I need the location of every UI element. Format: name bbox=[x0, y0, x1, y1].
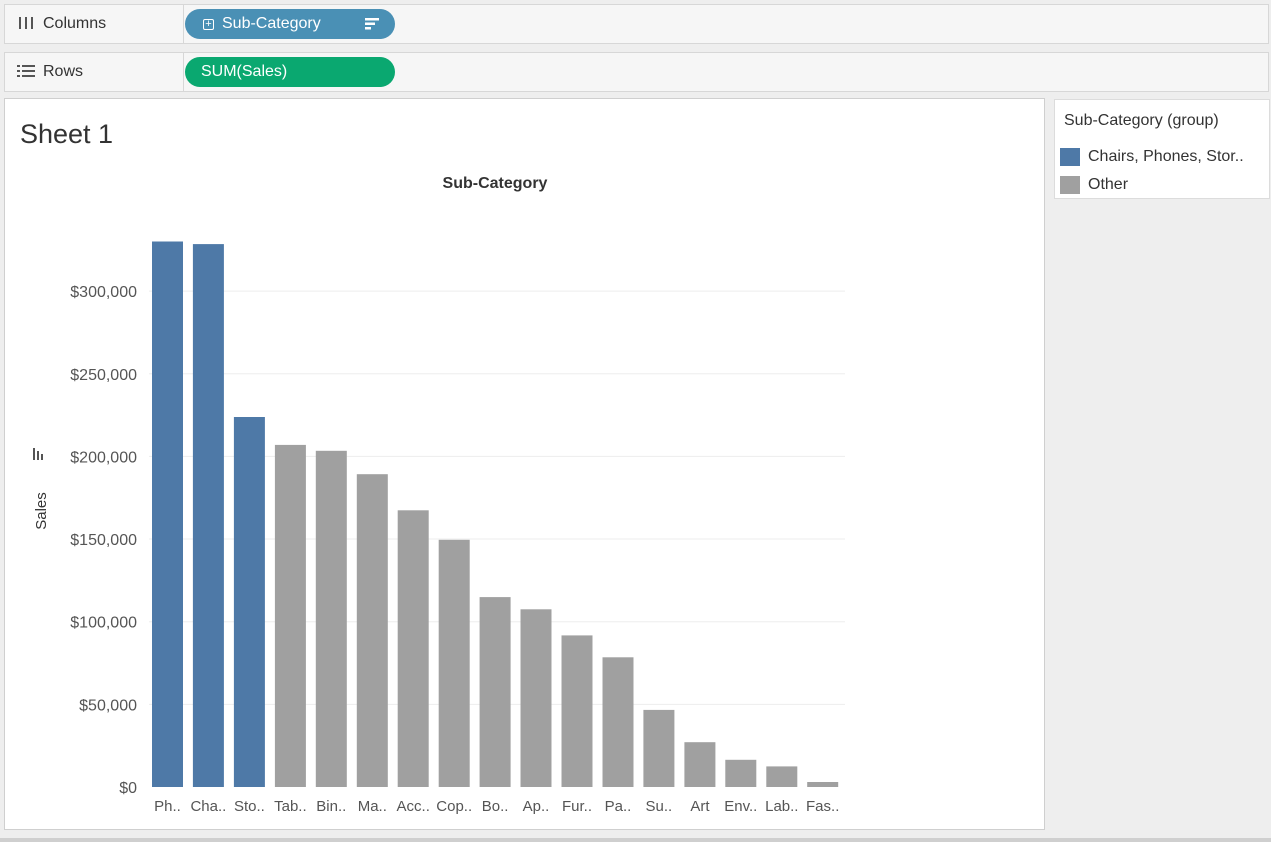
x-tick-label: Pa.. bbox=[605, 798, 632, 815]
status-strip bbox=[0, 838, 1271, 842]
x-tick-label: Su.. bbox=[646, 798, 673, 815]
legend-item-other[interactable]: Other bbox=[1060, 174, 1128, 196]
x-tick-label: Fas.. bbox=[806, 798, 839, 815]
sheet-title: Sheet 1 bbox=[20, 119, 114, 149]
x-tick-label: Cha.. bbox=[190, 798, 226, 815]
x-tick-label: Fur.. bbox=[562, 798, 592, 815]
bar-12[interactable] bbox=[602, 657, 634, 787]
x-tick-label: Sto.. bbox=[234, 798, 265, 815]
y-axis-title: Sales bbox=[33, 492, 50, 530]
y-tick-label: $50,000 bbox=[79, 697, 137, 714]
sort-descending-icon[interactable] bbox=[365, 17, 379, 36]
columns-label: Columns bbox=[43, 15, 107, 32]
x-axis-labels: Ph.. Cha.. Sto.. Tab.. Bin.. Ma.. Acc.. Cop.. Bo… bbox=[154, 798, 839, 815]
bar-13[interactable] bbox=[643, 709, 675, 787]
y-tick-label: $250,000 bbox=[70, 367, 137, 384]
y-axis-title-group: Sales bbox=[33, 492, 50, 530]
legend-item-label: Chairs, Phones, Stor.. bbox=[1088, 148, 1244, 165]
sub-category-pill-label: Sub-Category bbox=[222, 15, 321, 32]
bar-7[interactable] bbox=[397, 510, 429, 787]
color-legend: Sub-Category (group) Chairs, Phones, Sto… bbox=[1054, 99, 1270, 199]
x-tick-label: Ph.. bbox=[154, 798, 181, 815]
x-tick-label: Ap.. bbox=[523, 798, 550, 815]
legend-swatch bbox=[1060, 148, 1080, 166]
bar-1[interactable] bbox=[152, 241, 183, 788]
x-tick-label: Bo.. bbox=[482, 798, 509, 815]
y-tick-label: $100,000 bbox=[70, 615, 137, 632]
bar-15[interactable] bbox=[725, 759, 757, 787]
bar-14[interactable] bbox=[684, 742, 716, 787]
y-tick-label: $300,000 bbox=[70, 284, 137, 301]
bar-9[interactable] bbox=[479, 597, 511, 787]
y-axis-ticks: $0 $50,000 $100,000 $150,000 $200,000 $250,00… bbox=[70, 284, 137, 797]
bars bbox=[152, 241, 839, 788]
bar-16[interactable] bbox=[766, 766, 798, 787]
bar-8[interactable] bbox=[438, 539, 470, 787]
x-tick-label: Bin.. bbox=[316, 798, 346, 815]
bar-17[interactable] bbox=[807, 782, 839, 787]
x-tick-label: Tab.. bbox=[274, 798, 307, 815]
bar-5[interactable] bbox=[315, 450, 347, 787]
y-axis-sort-icon[interactable] bbox=[33, 448, 43, 460]
bar-3[interactable] bbox=[233, 417, 265, 787]
columns-shelf: Columns + Sub-Category bbox=[4, 4, 1269, 44]
sum-sales-pill[interactable]: SUM(Sales) bbox=[185, 57, 395, 87]
bar-4[interactable] bbox=[274, 444, 306, 787]
sub-category-pill[interactable]: + Sub-Category bbox=[185, 9, 395, 39]
x-tick-label: Art bbox=[690, 798, 710, 815]
rows-shelf-label: Rows bbox=[5, 53, 184, 91]
legend-item-highlight[interactable]: Chairs, Phones, Stor.. bbox=[1060, 146, 1244, 168]
worksheet-view: Sheet 1 $0 $50,000 $100,000 $150,000 $200,00… bbox=[4, 98, 1045, 830]
bar-11[interactable] bbox=[561, 635, 593, 787]
legend-item-label: Other bbox=[1088, 176, 1129, 193]
x-tick-label: Lab.. bbox=[765, 798, 798, 815]
x-tick-label: Acc.. bbox=[397, 798, 430, 815]
bar-6[interactable] bbox=[356, 474, 388, 787]
legend-swatch bbox=[1060, 176, 1080, 194]
rows-label: Rows bbox=[43, 63, 84, 80]
x-tick-label: Env.. bbox=[724, 798, 757, 815]
legend-title: Sub-Category (group) bbox=[1064, 112, 1219, 129]
rows-shelf: Rows SUM(Sales) bbox=[4, 52, 1269, 92]
sum-sales-pill-label: SUM(Sales) bbox=[201, 63, 288, 80]
x-tick-label: Ma.. bbox=[358, 798, 387, 815]
expand-plus-icon[interactable]: + bbox=[203, 18, 214, 30]
rows-icon bbox=[15, 64, 37, 81]
y-tick-label: $150,000 bbox=[70, 532, 137, 549]
y-tick-label: $0 bbox=[119, 780, 137, 797]
x-axis-header: Sub-Category bbox=[443, 175, 548, 192]
bar-2[interactable] bbox=[192, 244, 224, 788]
columns-icon bbox=[15, 16, 37, 33]
y-tick-label: $200,000 bbox=[70, 449, 137, 466]
x-tick-label: Cop.. bbox=[436, 798, 472, 815]
columns-shelf-label: Columns bbox=[5, 5, 184, 43]
bar-chart: $0 $50,000 $100,000 $150,000 $200,000 $250,00… bbox=[33, 175, 845, 815]
bar-10[interactable] bbox=[520, 609, 552, 787]
